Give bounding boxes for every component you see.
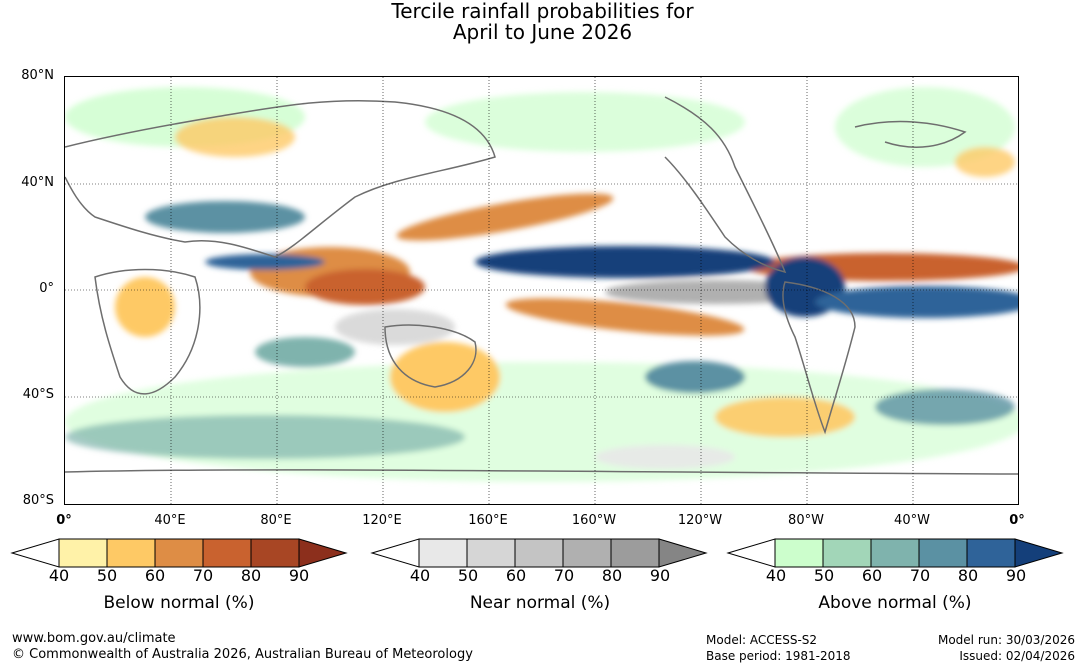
lon-label-40e: 40°E xyxy=(154,513,186,528)
below-upper-extension xyxy=(298,538,348,568)
above-color-box xyxy=(966,538,1016,568)
near-color-box xyxy=(418,538,468,568)
below-color-box xyxy=(58,538,108,568)
below-color-box xyxy=(250,538,300,568)
below-tick: 40 xyxy=(48,566,70,585)
lat-label-equator: 0° xyxy=(39,281,54,296)
above-upper-extension xyxy=(1014,538,1064,568)
lon-label-120w: 120°W xyxy=(677,513,723,528)
footer-copyright: © Commonwealth of Australia 2026, Austra… xyxy=(12,647,473,662)
above-tick: 40 xyxy=(765,566,787,585)
near-tick: 50 xyxy=(457,566,479,585)
lon-label-40w: 40°W xyxy=(894,513,930,528)
near-tick: 90 xyxy=(649,566,671,585)
lon-label-160e: 160°E xyxy=(468,513,508,528)
below-tick: 70 xyxy=(192,566,214,585)
lon-label-0-east: 0° xyxy=(1009,513,1025,528)
below-color-box xyxy=(202,538,252,568)
footer-model: Model: ACCESS-S2 xyxy=(706,633,818,647)
footer-base-period: Base period: 1981-2018 xyxy=(706,649,851,663)
near-tick: 70 xyxy=(553,566,575,585)
legend-near-colorbar xyxy=(370,538,708,568)
above-color-box xyxy=(822,538,872,568)
below-tick: 90 xyxy=(288,566,310,585)
lon-label-160w: 160°W xyxy=(571,513,617,528)
coastlines xyxy=(65,96,1018,475)
near-tick: 60 xyxy=(505,566,527,585)
legend-above-title: Above normal (%) xyxy=(818,593,972,613)
legend-below-colorbar xyxy=(10,538,348,568)
below-color-box xyxy=(154,538,204,568)
above-lower-extension xyxy=(726,538,776,568)
legend-near-title: Near normal (%) xyxy=(469,593,611,613)
lon-label-0: 0° xyxy=(56,513,72,528)
lon-label-80w: 80°W xyxy=(788,513,824,528)
above-tick: 80 xyxy=(957,566,979,585)
lat-label-40n: 40°N xyxy=(21,175,54,190)
above-tick: 50 xyxy=(813,566,835,585)
near-upper-extension xyxy=(658,538,708,568)
lat-label-80s: 80°S xyxy=(22,493,54,508)
probability-map xyxy=(64,76,1019,505)
title-line-2: April to June 2026 xyxy=(452,20,633,44)
below-color-box xyxy=(106,538,156,568)
below-tick: 80 xyxy=(240,566,262,585)
near-color-box xyxy=(610,538,660,568)
footer-model-run: Model run: 30/03/2026 xyxy=(937,633,1075,647)
below-tick: 60 xyxy=(144,566,166,585)
below-lower-extension xyxy=(10,538,60,568)
lon-label-80e: 80°E xyxy=(260,513,292,528)
lon-label-120e: 120°E xyxy=(362,513,402,528)
footer-issued: Issued: 02/04/2026 xyxy=(959,649,1075,663)
near-tick: 40 xyxy=(409,566,431,585)
below-tick: 50 xyxy=(96,566,118,585)
above-tick: 90 xyxy=(1005,566,1027,585)
near-color-box xyxy=(466,538,516,568)
lat-label-80n: 80°N xyxy=(21,68,54,83)
above-tick: 70 xyxy=(909,566,931,585)
graticule xyxy=(65,77,1018,504)
above-color-box xyxy=(918,538,968,568)
footer-url[interactable]: www.bom.gov.au/climate xyxy=(12,631,176,646)
near-color-box xyxy=(562,538,612,568)
lat-label-40s: 40°S xyxy=(22,387,54,402)
near-lower-extension xyxy=(370,538,420,568)
legend-below-title: Below normal (%) xyxy=(103,593,255,613)
legend-above-colorbar xyxy=(726,538,1064,568)
above-tick: 60 xyxy=(861,566,883,585)
title-line-1: Tercile rainfall probabilities for xyxy=(391,0,694,23)
above-color-box xyxy=(774,538,824,568)
above-color-box xyxy=(870,538,920,568)
near-tick: 80 xyxy=(601,566,623,585)
near-color-box xyxy=(514,538,564,568)
